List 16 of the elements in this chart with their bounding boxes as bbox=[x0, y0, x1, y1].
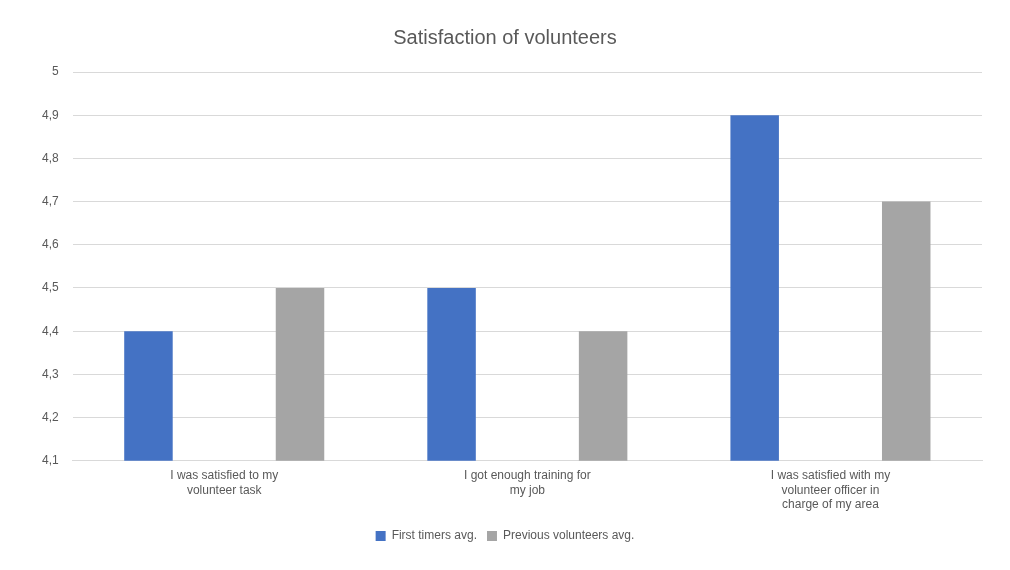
x-tick-label: I got enough training for my job bbox=[463, 468, 591, 497]
y-tick-label: 4,9 bbox=[41, 107, 59, 122]
y-tick-label: 4,7 bbox=[41, 193, 59, 208]
y-tick-label: 4,8 bbox=[41, 150, 59, 165]
y-tick-label: 4,6 bbox=[41, 237, 59, 252]
y-tick-label: 4,1 bbox=[41, 453, 59, 468]
y-tick-label: 4,3 bbox=[41, 366, 59, 381]
y-tick-label: 4,5 bbox=[41, 280, 59, 295]
x-tick-label: I was satisfied with my volunteer officer in charge of my area bbox=[770, 468, 891, 512]
y-tick-label: 4,4 bbox=[41, 323, 59, 338]
x-tick-label: I was satisfied to my volunteer task bbox=[170, 468, 279, 497]
y-tick-label: 4,2 bbox=[41, 409, 59, 424]
legend-label: First timers avg. bbox=[391, 528, 477, 543]
legend-label: Previous volunteers avg. bbox=[502, 528, 635, 543]
chart-title: Satisfaction of volunteers bbox=[393, 25, 617, 48]
y-tick-label: 5 bbox=[51, 64, 59, 79]
